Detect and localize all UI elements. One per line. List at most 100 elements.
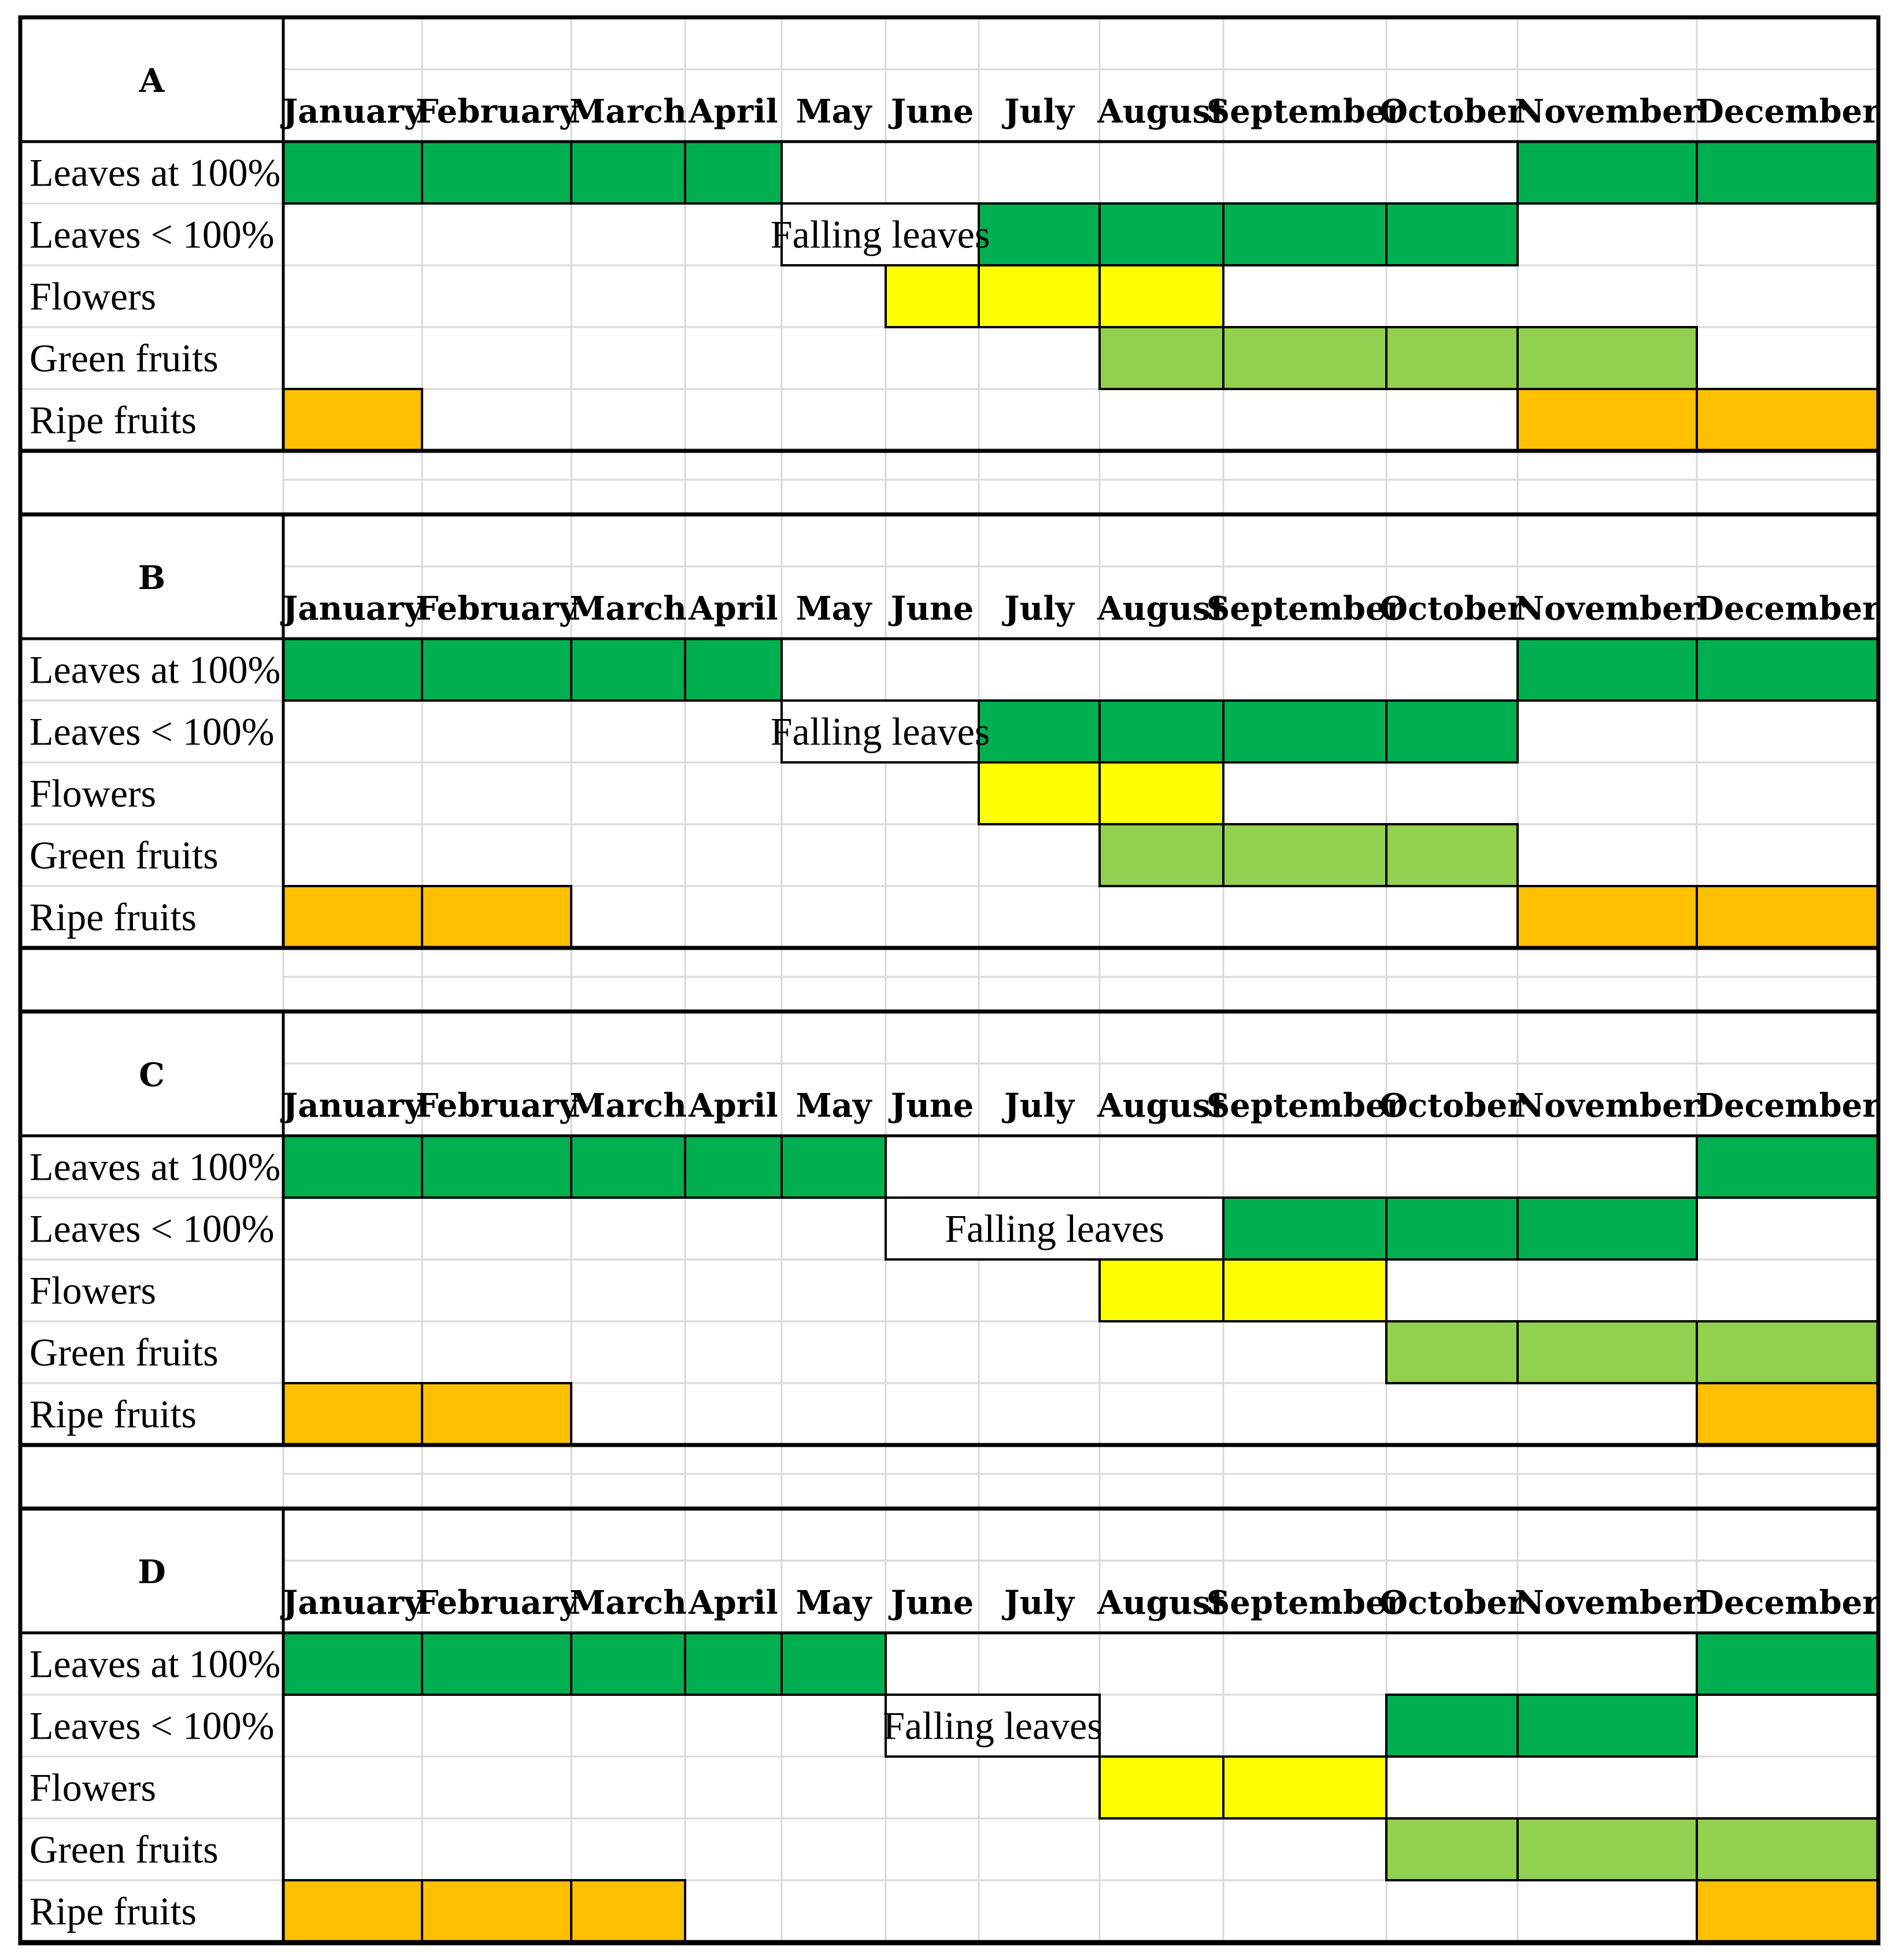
row-label-c-green-fruits: Green fruits	[29, 1331, 219, 1374]
panel-label-d: D	[138, 1553, 166, 1591]
phenology-cell-a-flowers-august	[1098, 264, 1224, 328]
phenology-cell-b-leaves-below-100pct-august	[1098, 699, 1224, 764]
row-label-d-flowers: Flowers	[29, 1766, 156, 1810]
phenology-cell-b-leaves-at-100pct-november	[1516, 638, 1698, 702]
month-header-c-february: February	[416, 1087, 578, 1125]
falling-leaves-label-c: Falling leaves	[945, 1207, 1164, 1251]
phenology-cell-c-ripe-fruits-february	[421, 1382, 572, 1446]
phenology-cell-a-flowers-june	[885, 264, 980, 328]
month-header-c-may: May	[796, 1087, 872, 1125]
phenology-cell-c-leaves-below-100pct-october	[1385, 1196, 1519, 1261]
month-header-c-july: July	[1001, 1087, 1075, 1125]
phenology-cell-d-leaves-below-100pct-october	[1385, 1694, 1519, 1758]
row-label-c-ripe-fruits: Ripe fruits	[29, 1392, 197, 1436]
month-header-c-april: April	[688, 1087, 778, 1125]
month-header-b-march: March	[569, 590, 687, 628]
phenology-cell-a-green-fruits-september	[1222, 326, 1388, 390]
phenology-cell-b-flowers-july	[978, 761, 1101, 825]
month-header-d-august: August	[1097, 1584, 1226, 1622]
phenology-cell-d-leaves-at-100pct-may	[780, 1632, 887, 1696]
row-label-d-green-fruits: Green fruits	[29, 1828, 219, 1872]
month-header-b-february: February	[416, 590, 578, 628]
month-header-a-august: August	[1097, 92, 1226, 131]
month-header-b-may: May	[796, 590, 872, 628]
month-header-b-november: November	[1515, 590, 1701, 628]
phenology-cell-b-leaves-at-100pct-march	[570, 638, 686, 702]
phenology-cell-b-leaves-at-100pct-january	[282, 638, 423, 702]
phenology-cell-a-green-fruits-november	[1516, 326, 1698, 390]
month-header-d-november: November	[1515, 1584, 1701, 1622]
phenology-cell-b-green-fruits-september	[1222, 823, 1388, 887]
phenology-cell-a-leaves-at-100pct-march	[570, 140, 686, 205]
row-label-c-leaves-below-100pct: Leaves < 100%	[29, 1207, 275, 1251]
phenology-cell-d-flowers-august	[1098, 1755, 1224, 1820]
phenology-cell-a-leaves-below-100pct-october	[1385, 202, 1519, 266]
month-header-d-september: September	[1207, 1584, 1404, 1622]
row-label-b-ripe-fruits: Ripe fruits	[29, 895, 197, 939]
phenology-cell-a-leaves-at-100pct-december	[1696, 140, 1879, 205]
month-header-b-july: July	[1001, 590, 1075, 628]
phenology-cell-c-leaves-below-100pct-november	[1516, 1196, 1698, 1261]
phenology-cell-c-green-fruits-december	[1696, 1320, 1879, 1384]
phenology-cell-a-leaves-at-100pct-april	[684, 140, 783, 205]
month-header-d-january: January	[280, 1584, 424, 1622]
month-header-b-january: January	[280, 590, 424, 628]
phenology-cell-c-green-fruits-october	[1385, 1320, 1519, 1384]
phenology-cell-b-ripe-fruits-january	[282, 885, 423, 949]
month-header-d-december: December	[1696, 1584, 1880, 1622]
phenology-cell-d-green-fruits-november	[1516, 1817, 1698, 1881]
phenology-cell-d-leaves-at-100pct-march	[570, 1632, 686, 1696]
row-label-d-ripe-fruits: Ripe fruits	[29, 1889, 197, 1933]
phenology-cell-b-ripe-fruits-november	[1516, 885, 1698, 949]
phenology-cell-b-green-fruits-october	[1385, 823, 1519, 887]
phenology-cell-c-leaves-at-100pct-april	[684, 1135, 783, 1199]
falling-leaves-label-d: Falling leaves	[883, 1704, 1102, 1748]
month-header-c-march: March	[569, 1087, 687, 1125]
phenology-cell-d-leaves-at-100pct-february	[421, 1632, 572, 1696]
phenology-cell-d-ripe-fruits-december	[1696, 1879, 1879, 1943]
month-header-d-june: June	[888, 1584, 974, 1622]
month-header-d-may: May	[796, 1584, 872, 1622]
phenology-cell-c-ripe-fruits-january	[282, 1382, 423, 1446]
month-header-a-november: November	[1515, 92, 1701, 131]
row-label-a-ripe-fruits: Ripe fruits	[29, 398, 197, 442]
month-header-a-december: December	[1696, 92, 1880, 131]
outer-frame	[18, 15, 1881, 1946]
phenology-cell-a-leaves-below-100pct-september	[1222, 202, 1388, 266]
phenology-cell-d-ripe-fruits-january	[282, 1879, 423, 1943]
month-header-a-june: June	[888, 92, 974, 131]
row-label-d-leaves-at-100pct: Leaves at 100%	[29, 1642, 280, 1686]
phenology-cell-c-leaves-below-100pct-september	[1222, 1196, 1388, 1261]
month-header-b-june: June	[888, 590, 974, 628]
month-header-a-april: April	[688, 92, 778, 131]
phenology-cell-c-ripe-fruits-december	[1696, 1382, 1879, 1446]
row-label-a-leaves-below-100pct: Leaves < 100%	[29, 213, 275, 257]
phenology-cell-c-leaves-at-100pct-january	[282, 1135, 423, 1199]
panel-label-c: C	[139, 1056, 165, 1094]
phenology-cell-d-leaves-at-100pct-april	[684, 1632, 783, 1696]
row-label-b-flowers: Flowers	[29, 772, 156, 816]
phenology-cell-a-leaves-at-100pct-february	[421, 140, 572, 205]
month-header-c-september: September	[1207, 1087, 1404, 1125]
month-header-b-october: October	[1379, 590, 1525, 628]
phenology-cell-b-leaves-below-100pct-july	[978, 699, 1101, 764]
phenology-cell-a-ripe-fruits-december	[1696, 388, 1879, 452]
month-header-b-april: April	[688, 590, 778, 628]
month-header-a-october: October	[1379, 92, 1525, 131]
phenology-cell-d-green-fruits-october	[1385, 1817, 1519, 1881]
phenology-cell-a-ripe-fruits-january	[282, 388, 423, 452]
falling-leaves-box-d	[885, 1694, 1101, 1758]
cell-layer	[282, 140, 1879, 1943]
month-header-d-march: March	[569, 1584, 687, 1622]
month-header-b-august: August	[1097, 590, 1226, 628]
phenology-cell-a-leaves-at-100pct-january	[282, 140, 423, 205]
row-label-b-leaves-below-100pct: Leaves < 100%	[29, 710, 275, 754]
phenology-cell-b-leaves-below-100pct-september	[1222, 699, 1388, 764]
phenology-cell-c-leaves-at-100pct-march	[570, 1135, 686, 1199]
phenology-cell-b-leaves-at-100pct-december	[1696, 638, 1879, 702]
row-label-a-flowers: Flowers	[29, 275, 156, 318]
phenology-cell-b-flowers-august	[1098, 761, 1224, 825]
phenology-cell-c-leaves-at-100pct-may	[780, 1135, 887, 1199]
